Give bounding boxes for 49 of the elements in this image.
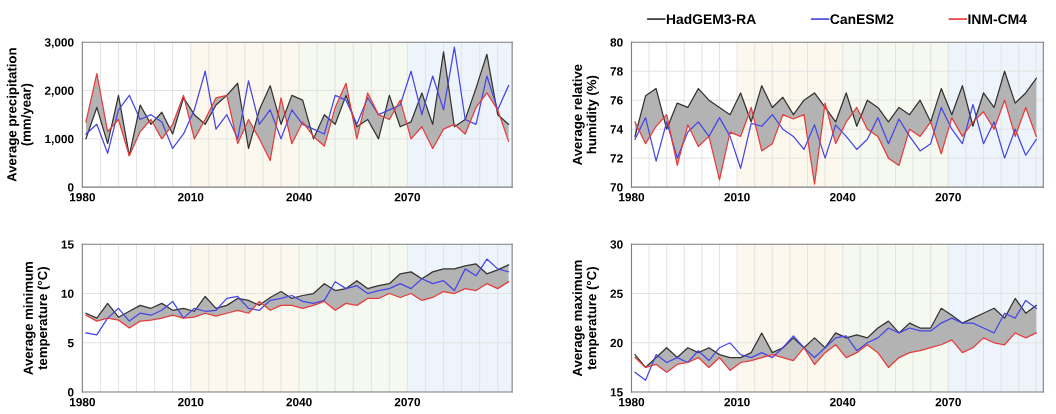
y-tick-label: 76 (610, 96, 623, 105)
y-tick-label: 80 (610, 38, 623, 47)
y-tick-label: 0 (67, 183, 74, 192)
line-series (85, 281, 510, 329)
y-tick-label: 5 (67, 338, 74, 348)
x-tick-label: 2010 (724, 397, 750, 407)
x-tick-label: 1980 (619, 397, 645, 407)
x-tick-label: 2070 (394, 397, 421, 407)
line-series (634, 103, 1037, 169)
x-tick-label: 2040 (286, 397, 312, 407)
line-series (634, 332, 1037, 373)
y-tick-label: 1,000 (45, 134, 74, 145)
x-tick-label: 1980 (69, 193, 96, 202)
line-series (85, 258, 510, 336)
y-tick-label: 25 (610, 289, 623, 298)
legend-label: CanESM2 (830, 14, 894, 25)
x-tick-label: 2070 (935, 397, 961, 407)
y-axis-title: Average maximum temperature (°C) (572, 260, 599, 377)
y-axis-title: Average relative humidity (%) (572, 64, 599, 166)
legend-label: HadGEM3-RA (666, 13, 756, 25)
y-axis-title: Average precipitation (mm/year) (6, 48, 34, 182)
x-tick-label: 2040 (829, 193, 856, 202)
x-tick-label: 1980 (69, 397, 96, 407)
legend-label: INM-CM4 (968, 14, 1027, 25)
x-tick-label: 2070 (935, 193, 961, 202)
y-tick-label: 20 (610, 338, 623, 348)
line-series (634, 99, 1037, 185)
x-tick-label: 2010 (178, 193, 204, 202)
x-tick-label: 2070 (394, 193, 421, 202)
line-series (85, 263, 510, 319)
y-tick-label: 15 (61, 240, 74, 249)
line-series (634, 70, 1037, 138)
x-tick-label: 2010 (178, 397, 204, 407)
y-axis-title: Average minimum temperature (°C) (23, 262, 50, 375)
x-tick-label: 2040 (829, 397, 856, 407)
y-tick-label: 78 (610, 67, 623, 76)
line-series (85, 72, 510, 162)
y-tick-label: 10 (61, 289, 74, 298)
y-tick-label: 30 (610, 240, 623, 249)
y-tick-label: 15 (610, 388, 623, 397)
y-tick-label: 72 (610, 154, 623, 163)
y-tick-label: 3,000 (44, 38, 74, 49)
x-tick-label: 1980 (619, 193, 645, 202)
y-tick-label: 2,000 (44, 86, 74, 97)
y-tick-label: 70 (610, 183, 623, 192)
x-tick-label: 2010 (724, 193, 750, 202)
y-tick-label: 0 (67, 388, 74, 397)
y-tick-label: 74 (610, 125, 624, 134)
x-tick-label: 2040 (286, 193, 312, 202)
